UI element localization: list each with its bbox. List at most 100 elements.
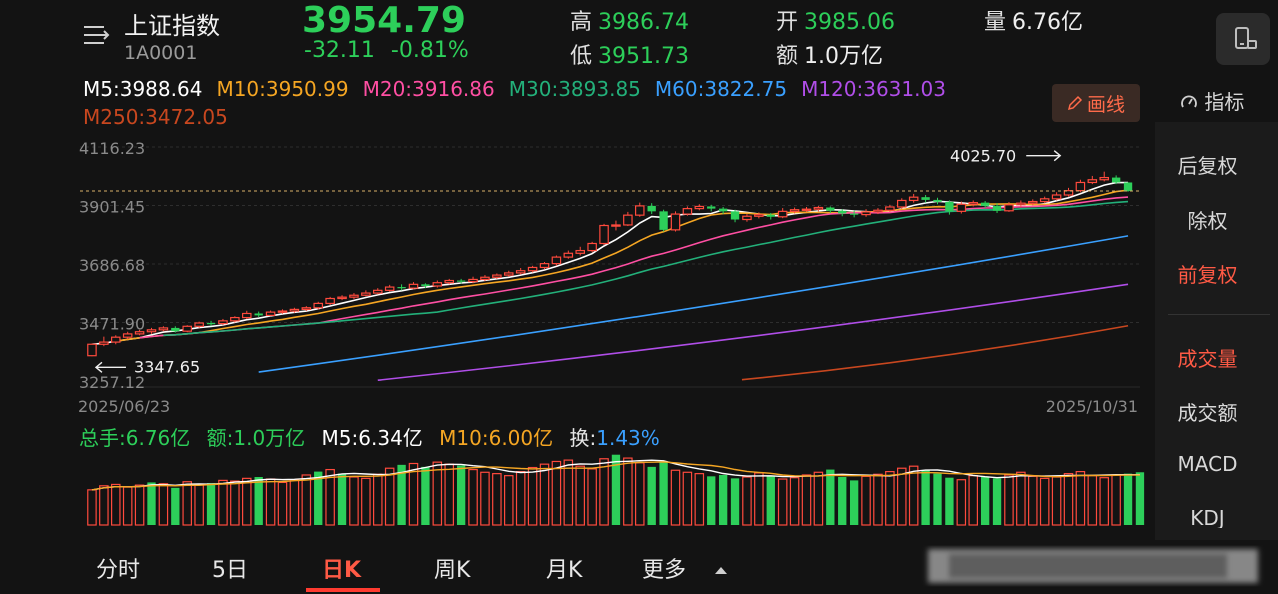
ma-legend-row-1: M5:3988.64 M10:3950.99 M20:3916.86 M30:3893… [83, 77, 960, 101]
arrow-left-icon [94, 361, 126, 373]
candle-body [337, 296, 347, 300]
volume-bar [647, 466, 656, 525]
side-item-kdj[interactable]: KDJ [1190, 506, 1225, 528]
volume-bar [1075, 471, 1086, 526]
low-stat: 低 3951.73 [570, 38, 689, 70]
side-item-backward-adjust[interactable]: 后复权 [1177, 154, 1238, 178]
side-item-volume[interactable]: 成交量 [1177, 347, 1238, 371]
candle-body [789, 209, 800, 212]
volume-bar [361, 477, 371, 526]
candle-body [861, 211, 871, 216]
y-tick-label: 3686.68 [79, 256, 145, 275]
tab-intraday[interactable]: 分时 [96, 558, 141, 583]
tab-5day[interactable]: 5日 [212, 558, 248, 583]
candle-body [87, 343, 97, 357]
volume-bar [1063, 473, 1074, 526]
tab-monthly-k[interactable]: 月K [546, 558, 583, 583]
menu-icon[interactable] [82, 24, 110, 46]
candle-body [397, 287, 406, 289]
y-tick-label: 3257.12 [79, 373, 145, 392]
caret-up-icon [715, 567, 728, 574]
open-stat: 开 3985.06 [776, 4, 895, 36]
volume-bar [777, 478, 788, 526]
ma-line [91, 181, 1128, 346]
volume-bar [480, 471, 490, 526]
candle-body [456, 280, 466, 282]
candle-body [826, 207, 835, 211]
volume-bar [539, 463, 550, 526]
volume-bar [611, 454, 621, 525]
candle-body [539, 263, 550, 269]
candle-body [158, 327, 169, 331]
volume-bar [1111, 474, 1121, 526]
draw-line-button[interactable]: 画线 [1052, 84, 1140, 122]
candle-body [801, 208, 812, 211]
candle-body [230, 316, 240, 322]
volume-bar [1051, 476, 1062, 526]
volume-bar [766, 475, 775, 525]
side-item-amount[interactable]: 成交额 [1177, 401, 1238, 425]
tab-weekly-k[interactable]: 周K [434, 558, 471, 583]
tab-daily-k[interactable]: 日K [322, 558, 362, 583]
volume-bar [325, 468, 335, 526]
high-stat: 高 3986.74 [570, 4, 689, 36]
candle-body [563, 252, 574, 258]
ma5-label: M5:3988.64 [83, 77, 203, 101]
tab-more[interactable]: 更多 [642, 552, 729, 584]
volume-bar [1087, 475, 1098, 526]
candle-body [1099, 176, 1109, 181]
volume-bar [897, 467, 907, 526]
candlestick-chart[interactable]: 4116.23 3901.45 3686.68 3471.90 3257.12 2025/… [0, 0, 1150, 540]
volume-bar [444, 463, 454, 526]
candle-body [838, 210, 847, 214]
candle-body [218, 320, 228, 325]
ma250-label: M250:3472.05 [83, 105, 228, 129]
ma60-label: M60:3822.75 [654, 77, 788, 101]
open-value: 3985.06 [804, 10, 895, 35]
volume-bar [694, 473, 705, 526]
candle-body [301, 307, 312, 310]
side-divider [1168, 314, 1270, 315]
candle-body [766, 214, 775, 217]
side-item-forward-adjust[interactable]: 前复权 [1177, 263, 1238, 287]
volume-bar [873, 473, 883, 526]
volume-bar [1135, 472, 1145, 525]
candle-body [623, 214, 633, 226]
indicator-button[interactable]: 指标 [1180, 86, 1244, 115]
candle-body [1123, 182, 1133, 191]
candle-body [587, 242, 597, 252]
ma120-label: M120:3631.03 [801, 77, 946, 101]
candle-body [1063, 190, 1074, 196]
candle-body [206, 323, 216, 325]
volume-bar [158, 483, 169, 526]
volume-bar [373, 473, 383, 526]
candle-body [194, 322, 204, 327]
volume-bar [111, 483, 121, 526]
candle-body [849, 213, 859, 215]
candle-body [956, 203, 967, 212]
volume-bar [515, 471, 526, 526]
candle-body [408, 283, 419, 289]
side-item-ex-rights[interactable]: 除权 [1187, 209, 1228, 233]
volume-bar [861, 475, 871, 526]
candle-body [325, 297, 335, 305]
volume-bar [992, 478, 1002, 525]
candle-body [421, 284, 430, 286]
volume-bar [551, 460, 562, 526]
landscape-toggle-button[interactable] [1216, 13, 1270, 65]
volume-bar [563, 459, 574, 526]
volume-bar [623, 457, 633, 526]
volume-bar [456, 465, 466, 525]
volume-bar [492, 473, 502, 526]
side-item-macd[interactable]: MACD [1177, 452, 1238, 476]
volume-bar [504, 475, 514, 526]
candle-body [754, 214, 764, 217]
volume-amount-label: 额:1.0万亿 [206, 426, 306, 450]
candle-body [599, 224, 609, 245]
volume-bar [122, 486, 133, 526]
volume-bar [635, 462, 645, 526]
candle-body [1087, 179, 1098, 184]
volume-value: 6.76亿 [1012, 10, 1084, 35]
volume-bar [754, 472, 764, 526]
candle-body [122, 333, 133, 338]
